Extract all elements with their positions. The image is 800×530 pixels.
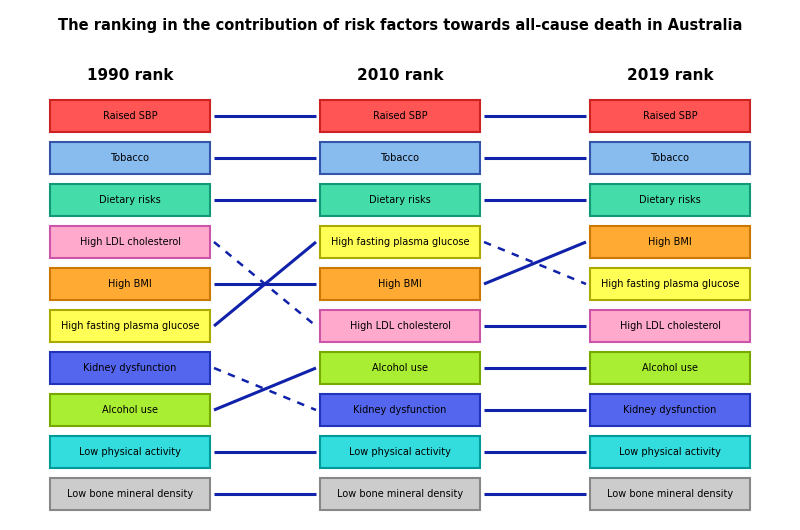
FancyBboxPatch shape [590,100,750,132]
Text: Tobacco: Tobacco [110,153,150,163]
FancyBboxPatch shape [50,268,210,300]
FancyBboxPatch shape [50,352,210,384]
FancyBboxPatch shape [320,436,480,468]
Text: 1990 rank: 1990 rank [86,68,174,83]
FancyBboxPatch shape [50,100,210,132]
Text: High fasting plasma glucose: High fasting plasma glucose [601,279,739,289]
Text: Dietary risks: Dietary risks [639,195,701,205]
FancyBboxPatch shape [50,394,210,426]
FancyBboxPatch shape [50,226,210,258]
FancyBboxPatch shape [590,184,750,216]
FancyBboxPatch shape [590,478,750,510]
Text: High LDL cholesterol: High LDL cholesterol [79,237,181,247]
FancyBboxPatch shape [320,352,480,384]
FancyBboxPatch shape [320,184,480,216]
FancyBboxPatch shape [590,268,750,300]
Text: Dietary risks: Dietary risks [369,195,431,205]
Text: Low physical activity: Low physical activity [349,447,451,457]
Text: High BMI: High BMI [648,237,692,247]
Text: High LDL cholesterol: High LDL cholesterol [350,321,450,331]
Text: Low bone mineral density: Low bone mineral density [607,489,733,499]
FancyBboxPatch shape [590,226,750,258]
FancyBboxPatch shape [320,100,480,132]
Text: Alcohol use: Alcohol use [102,405,158,415]
Text: High BMI: High BMI [108,279,152,289]
Text: Alcohol use: Alcohol use [372,363,428,373]
FancyBboxPatch shape [590,142,750,174]
Text: High fasting plasma glucose: High fasting plasma glucose [330,237,470,247]
FancyBboxPatch shape [50,184,210,216]
Text: Raised SBP: Raised SBP [642,111,698,121]
FancyBboxPatch shape [320,310,480,342]
Text: High fasting plasma glucose: High fasting plasma glucose [61,321,199,331]
FancyBboxPatch shape [590,352,750,384]
Text: Low physical activity: Low physical activity [79,447,181,457]
Text: Dietary risks: Dietary risks [99,195,161,205]
Text: Raised SBP: Raised SBP [373,111,427,121]
FancyBboxPatch shape [590,436,750,468]
FancyBboxPatch shape [50,436,210,468]
FancyBboxPatch shape [50,142,210,174]
FancyBboxPatch shape [320,268,480,300]
Text: Kidney dysfunction: Kidney dysfunction [354,405,446,415]
Text: Alcohol use: Alcohol use [642,363,698,373]
Text: Tobacco: Tobacco [650,153,690,163]
FancyBboxPatch shape [590,310,750,342]
FancyBboxPatch shape [50,310,210,342]
FancyBboxPatch shape [320,478,480,510]
Text: Kidney dysfunction: Kidney dysfunction [623,405,717,415]
Text: 2019 rank: 2019 rank [626,68,714,83]
FancyBboxPatch shape [590,394,750,426]
Text: Low bone mineral density: Low bone mineral density [67,489,193,499]
Text: 2010 rank: 2010 rank [357,68,443,83]
Text: Raised SBP: Raised SBP [102,111,158,121]
FancyBboxPatch shape [320,142,480,174]
Text: High BMI: High BMI [378,279,422,289]
Text: Low bone mineral density: Low bone mineral density [337,489,463,499]
FancyBboxPatch shape [320,394,480,426]
Text: High LDL cholesterol: High LDL cholesterol [619,321,721,331]
FancyBboxPatch shape [320,226,480,258]
Text: The ranking in the contribution of risk factors towards all-cause death in Austr: The ranking in the contribution of risk … [58,18,742,33]
Text: Low physical activity: Low physical activity [619,447,721,457]
FancyBboxPatch shape [50,478,210,510]
Text: Kidney dysfunction: Kidney dysfunction [83,363,177,373]
Text: Tobacco: Tobacco [381,153,419,163]
